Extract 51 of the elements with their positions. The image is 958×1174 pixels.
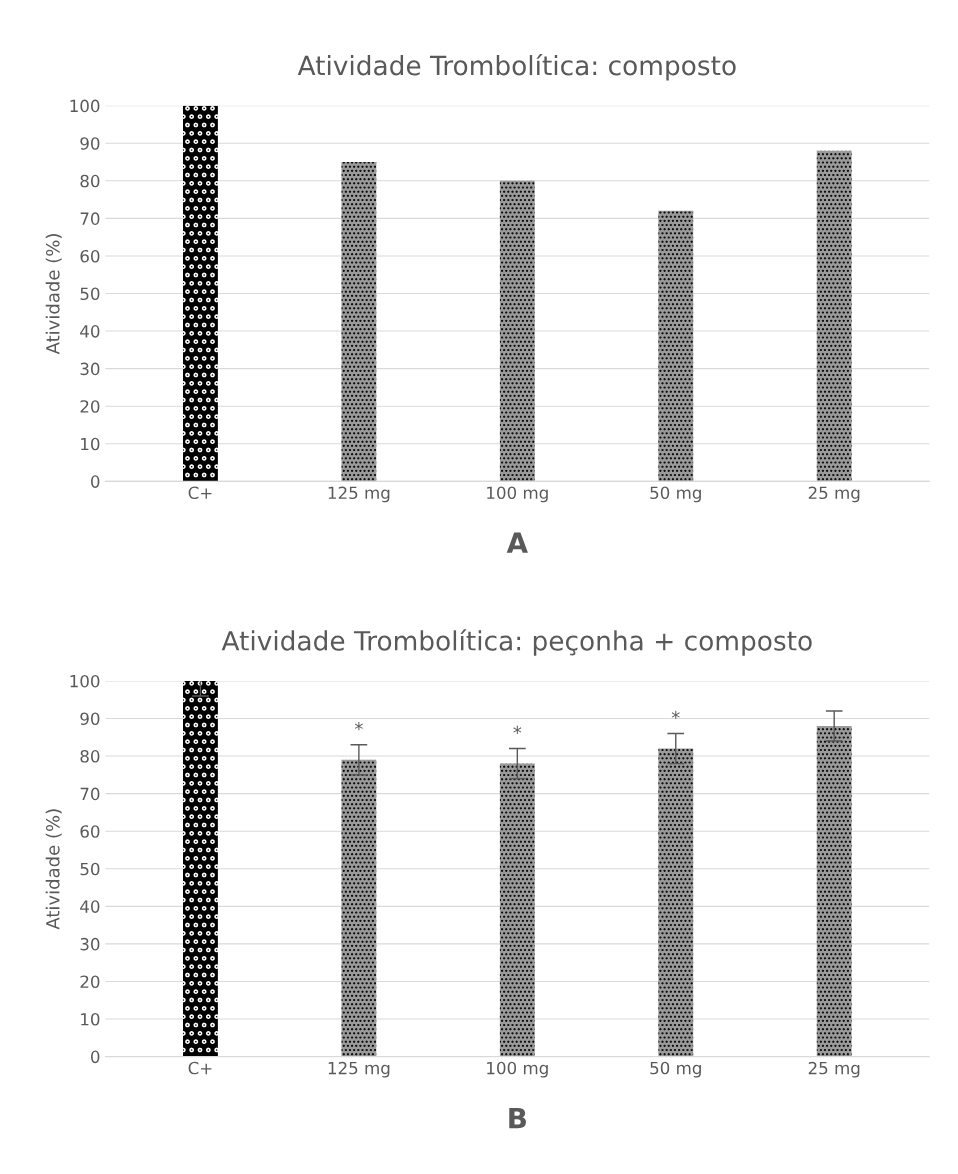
y-tick-label: 100: [70, 674, 100, 688]
y-tick-label: 40: [80, 900, 100, 913]
y-tick-label: 30: [80, 937, 100, 951]
y-tick-label: 80: [80, 750, 100, 763]
bar: [499, 763, 535, 1057]
y-tick-label: 100: [70, 99, 100, 113]
y-axis-title: Atividade (%): [45, 234, 62, 355]
x-tick-label: 25 mg: [808, 1061, 860, 1078]
bar: [341, 162, 377, 482]
chart-title: Atividade Trombolítica: peçonha + composto: [221, 629, 812, 656]
annotation: *: [354, 722, 363, 731]
x-tick-label: 25 mg: [808, 486, 860, 503]
x-tick-label: 50 mg: [650, 486, 701, 503]
y-tick-label: 20: [80, 975, 100, 989]
bar: [499, 180, 535, 482]
bar: [183, 680, 218, 1057]
y-axis-title: Atividade (%): [45, 809, 62, 930]
y-tick-label: 50: [80, 862, 100, 876]
y-tick-label: 70: [80, 787, 100, 801]
y-tick-label: 0: [91, 475, 100, 488]
annotation: *: [671, 710, 680, 720]
text: A: [506, 532, 528, 553]
bar: [658, 210, 694, 482]
bar: [816, 726, 852, 1057]
y-tick-label: 10: [81, 1012, 100, 1026]
x-tick-label: 100 mg: [487, 1061, 548, 1078]
y-tick-label: 90: [80, 712, 100, 726]
y-tick-label: 70: [80, 212, 100, 225]
y-tick-label: 60: [80, 825, 100, 838]
x-tick-label: C+: [188, 1061, 212, 1075]
y-tick-label: 0: [91, 1050, 100, 1064]
chart-title: Atividade Trombolítica: composto: [297, 54, 736, 81]
y-tick-label: 90: [80, 137, 100, 150]
y-tick-label: 80: [80, 174, 100, 188]
text: B: [509, 1107, 526, 1129]
y-tick-label: 60: [80, 249, 100, 263]
bar: [341, 759, 377, 1057]
x-tick-label: 50 mg: [650, 1061, 701, 1078]
y-tick-label: 40: [80, 325, 100, 338]
y-tick-label: 30: [80, 362, 100, 376]
bar: [816, 150, 852, 482]
x-tick-label: 125 mg: [328, 1061, 390, 1078]
bar: [183, 105, 218, 482]
y-tick-label: 10: [81, 437, 100, 451]
x-tick-label: 125 mg: [328, 486, 390, 503]
y-tick-label: 20: [80, 400, 100, 413]
x-tick-label: C+: [188, 486, 212, 500]
annotation: *: [513, 725, 522, 735]
y-tick-label: 50: [80, 287, 100, 301]
x-tick-label: 100 mg: [487, 486, 548, 503]
bar: [658, 748, 694, 1057]
